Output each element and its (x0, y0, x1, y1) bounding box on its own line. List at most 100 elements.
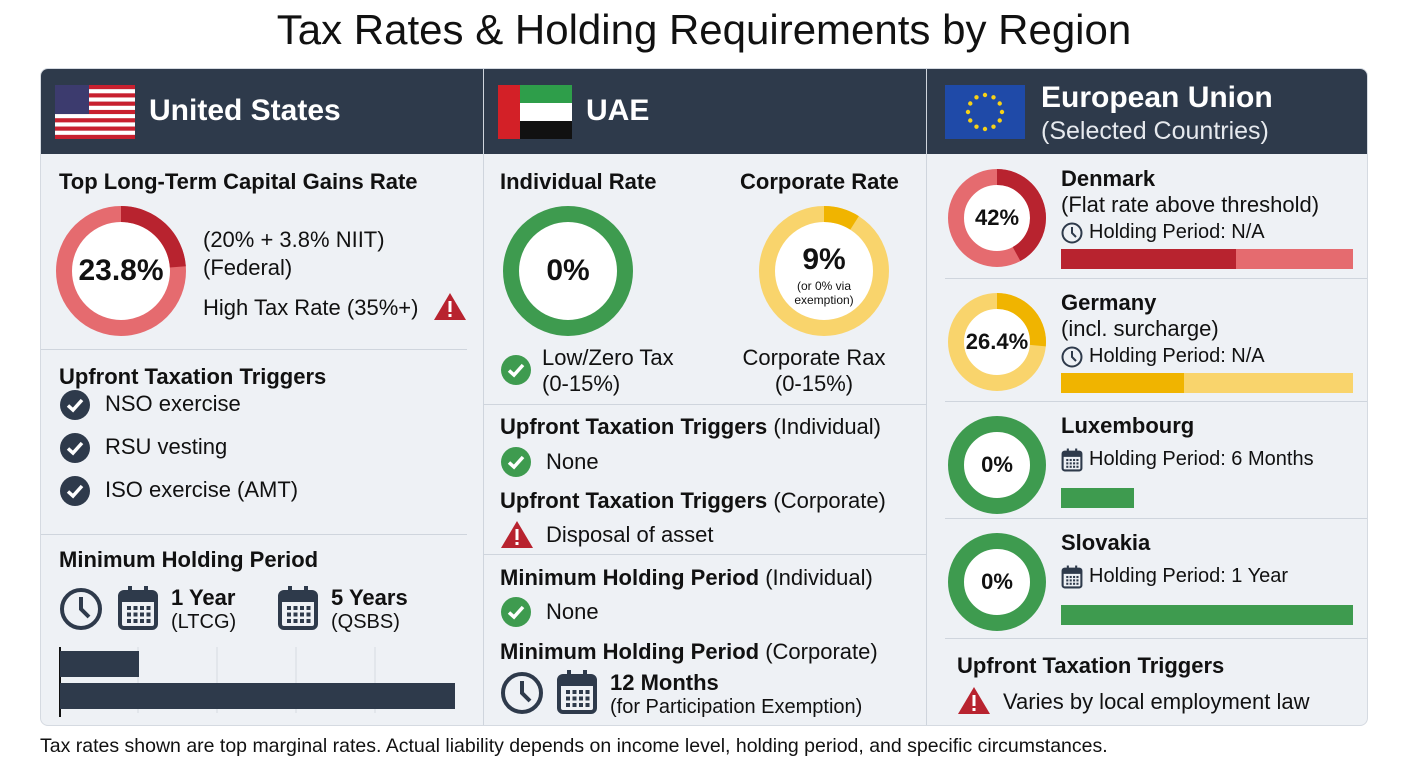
eu-country-name: Germany (1061, 290, 1157, 315)
check-icon (501, 355, 531, 385)
donut-value-arc (948, 293, 1046, 391)
eu-triggers-heading: Upfront Taxation Triggers (957, 653, 1225, 678)
eu-flag-icon (945, 85, 1025, 139)
donut-value-arc (56, 206, 186, 336)
divider (945, 518, 1367, 519)
us-holding-2-value: 5 Years (331, 585, 408, 610)
uae-individual-note: Low/Zero Tax (542, 345, 674, 370)
clock-icon (60, 588, 102, 630)
uae-column: UAE Individual Rate Corporate Rate 0% 9%… (484, 69, 927, 725)
eu-country-row: 0% Slovakia Holding Period: 1 Year (927, 520, 1367, 640)
divider (41, 534, 467, 535)
us-holding-1-note: (LTCG) (171, 611, 237, 633)
footnote: Tax rates shown are top marginal rates. … (40, 735, 1108, 757)
eu-country-name: Slovakia (1061, 530, 1151, 555)
us-holding-2: 5 Years (QSBS) (277, 585, 408, 633)
uae-trig-corp-value: Disposal of asset (546, 522, 714, 547)
eu-country-row: 26.4% Germany (incl. surcharge) Holding Per… (927, 280, 1367, 402)
heading-bold: Upfront Taxation Triggers (500, 488, 768, 513)
us-holding-1: 1 Year (LTCG) (117, 585, 236, 633)
eu-rate-bar (1061, 249, 1353, 269)
divider (41, 349, 467, 350)
eu-country-row: 42% Denmark (Flat rate above threshold) Hol… (927, 156, 1367, 279)
divider (945, 638, 1367, 639)
calendar-icon (1061, 448, 1083, 472)
us-trigger-item: NSO exercise (105, 391, 241, 416)
eu-column: European Union (Selected Countries) 42% D… (927, 69, 1367, 725)
uae-individual-donut: 0% (502, 205, 634, 337)
heading-suffix: (Corporate) (767, 488, 886, 513)
eu-country-note: (incl. surcharge) (1061, 316, 1219, 341)
uae-corporate-heading: Corporate Rate (740, 169, 899, 194)
uae-individual-value: 0% (546, 254, 590, 287)
divider (945, 278, 1367, 279)
eu-rate-value: 42% (974, 205, 1020, 230)
eu-rate-donut: 42% (947, 168, 1047, 268)
eu-rate-bar (1061, 488, 1353, 508)
calendar-icon (1061, 565, 1083, 589)
warning-icon (434, 293, 466, 320)
heading-bold: Upfront Taxation Triggers (500, 414, 768, 439)
eu-rate-bar-fill (1061, 249, 1237, 269)
uae-hold-corp-note: (for Participation Exemption) (610, 696, 863, 718)
clock-icon (501, 672, 543, 714)
check-icon (501, 597, 531, 627)
calendar-icon (118, 586, 158, 630)
uae-title: UAE (586, 94, 650, 127)
uae-corporate-donut: 9% (or 0% via exemption) (758, 205, 890, 337)
uae-corporate-sub1: (or 0% via (796, 279, 852, 293)
eu-country-note: (Flat rate above threshold) (1061, 192, 1320, 217)
us-title: United States (149, 94, 341, 127)
eu-holding-period: Holding Period: 1 Year (1089, 565, 1289, 587)
donut-track (503, 206, 633, 336)
check-icon (60, 390, 90, 420)
eu-rate-bar (1061, 605, 1353, 625)
us-rate-value: 23.8% (78, 254, 164, 287)
us-rate-donut: 23.8% (55, 205, 187, 337)
warning-icon (501, 521, 533, 548)
uae-hold-corp-value: 12 Months (610, 670, 719, 695)
check-icon (60, 433, 90, 463)
calendar-icon (278, 586, 318, 630)
uae-trig-corp-heading: Upfront Taxation Triggers (Corporate) (500, 488, 886, 514)
donut-track (948, 533, 1046, 631)
eu-rate-donut: 26.4% (947, 292, 1047, 392)
us-triggers-heading: Upfront Taxation Triggers (59, 364, 327, 389)
uae-corporate-range: (0-15%) (774, 371, 854, 396)
divider (484, 554, 927, 555)
divider (484, 404, 927, 405)
uae-trig-ind-value: None (546, 449, 599, 474)
heading-suffix: (Corporate) (759, 639, 878, 664)
comparison-panel: United States Top Long-Term Capital Gain… (40, 68, 1368, 726)
divider (945, 401, 1367, 402)
eu-country-name: Denmark (1061, 166, 1156, 191)
eu-rate-value: 0% (981, 569, 1013, 594)
us-holding-bar-chart (59, 647, 455, 717)
check-icon (60, 476, 90, 506)
heading-suffix: (Individual) (759, 565, 873, 590)
heading-bold: Minimum Holding Period (500, 639, 760, 664)
uae-corporate-note: Corporate Rax (742, 345, 886, 370)
eu-country-name: Luxembourg (1061, 413, 1195, 438)
clock-icon (1061, 222, 1083, 244)
eu-holding-period: Holding Period: N/A (1089, 221, 1265, 243)
donut-value-arc (759, 206, 889, 336)
heading-suffix: (Individual) (767, 414, 881, 439)
us-trigger-item: RSU vesting (105, 434, 228, 459)
eu-rate-bar-fill (1061, 488, 1134, 508)
uae-corporate-sub2: exemption) (794, 293, 854, 307)
uae-trig-ind-heading: Upfront Taxation Triggers (Individual) (500, 414, 881, 440)
uae-individual-range: (0-15%) (542, 371, 621, 396)
eu-holding-period: Holding Period: 6 Months (1089, 448, 1314, 470)
eu-rate-value: 0% (981, 452, 1013, 477)
donut-track (948, 416, 1046, 514)
heading-bold: Minimum Holding Period (500, 565, 760, 590)
eu-country-row: 0% Luxembourg Holding Period: 6 Months (927, 403, 1367, 523)
us-trigger-item: ISO exercise (AMT) (105, 477, 299, 502)
eu-rate-bar (1061, 373, 1353, 393)
us-rate-federal: (Federal) (203, 255, 293, 280)
us-column: United States Top Long-Term Capital Gain… (41, 69, 484, 725)
eu-holding-period: Holding Period: N/A (1089, 345, 1265, 367)
calendar-icon (557, 670, 597, 714)
uae-hold-corp-heading: Minimum Holding Period (Corporate) (500, 639, 878, 665)
